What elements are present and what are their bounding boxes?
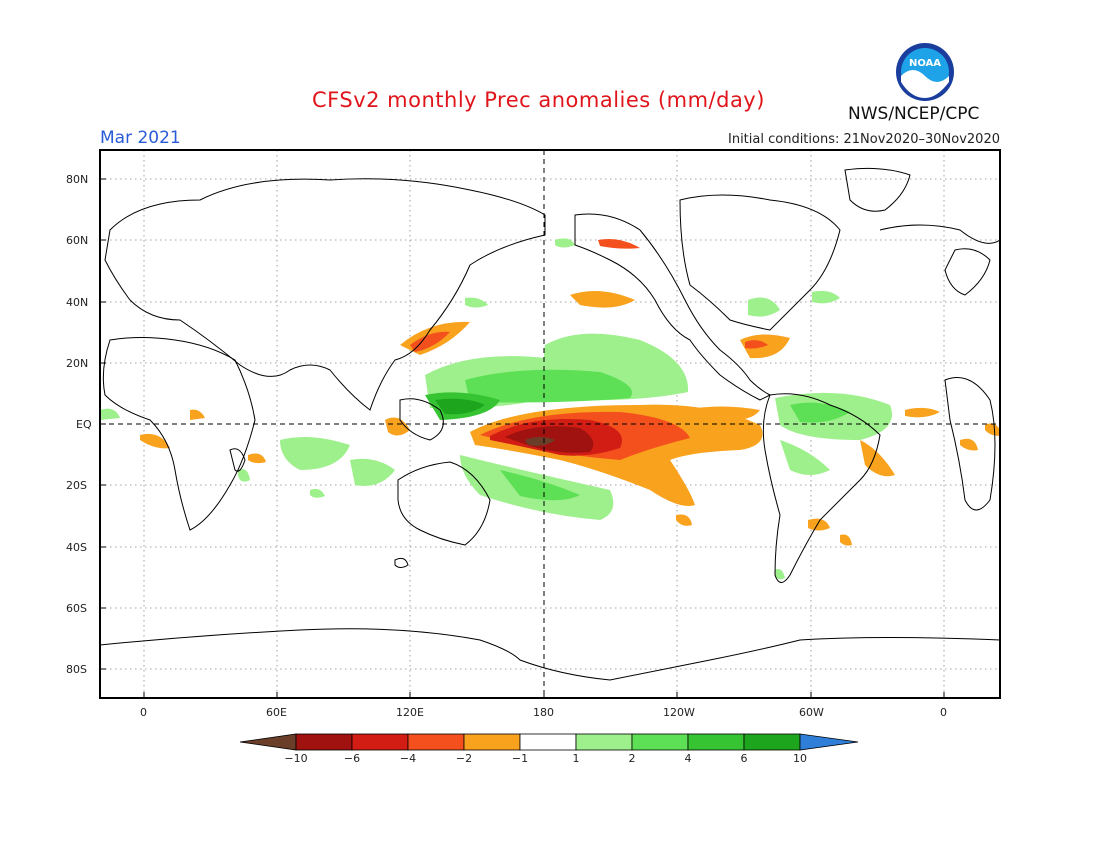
colorbar-label: −6 [343, 752, 361, 765]
lon-label: 0 [140, 706, 147, 719]
colorbar-arrow-high [799, 733, 859, 751]
axis-ticks [100, 178, 945, 698]
lat-label: 80N [66, 173, 89, 186]
colorbar-label: 4 [684, 752, 692, 765]
colorbar-label: 1 [572, 752, 580, 765]
lat-label: 60N [66, 234, 89, 247]
colorbar-label: −4 [399, 752, 417, 765]
lat-label: 80S [66, 663, 87, 676]
colorbar-swatch [743, 733, 801, 751]
lat-label: 20N [66, 357, 89, 370]
lon-label: 120W [663, 706, 695, 719]
lon-label: 60E [266, 706, 287, 719]
colorbar-label: −10 [284, 752, 308, 765]
coastlines [100, 167, 1000, 681]
svg-text:NOAA: NOAA [909, 58, 941, 69]
wet-anomaly-areas [100, 238, 892, 580]
lon-label: 0 [940, 706, 947, 719]
colorbar-swatch [575, 733, 633, 751]
lat-label: 40N [66, 296, 89, 309]
agency-label: NWS/NCEP/CPC [848, 104, 980, 124]
month-label: Mar 2021 [100, 128, 181, 148]
colorbar-label: 10 [793, 752, 807, 765]
colorbar-swatch [407, 733, 465, 751]
colorbar [239, 733, 859, 751]
colorbar-label: −2 [455, 752, 473, 765]
colorbar-swatch [519, 733, 577, 751]
lat-label: 20S [66, 479, 87, 492]
lat-label: 40S [66, 541, 87, 554]
colorbar-arrow-low [239, 733, 297, 751]
lon-label: 120E [396, 706, 424, 719]
colorbar-swatch [463, 733, 521, 751]
colorbar-label: −1 [511, 752, 529, 765]
noaa-logo-icon: NOAA [896, 43, 954, 101]
colorbar-swatch [687, 733, 745, 751]
colorbar-swatch [351, 733, 409, 751]
map-title: CFSv2 monthly Prec anomalies (mm/day) [312, 88, 765, 112]
colorbar-swatch [631, 733, 689, 751]
colorbar-swatch [295, 733, 353, 751]
colorbar-label: 2 [628, 752, 636, 765]
lon-label: 60W [799, 706, 824, 719]
initial-conditions-label: Initial conditions: 21Nov2020–30Nov2020 [728, 132, 1000, 147]
lat-label: 60S [66, 602, 87, 615]
colorbar-label: 6 [740, 752, 748, 765]
lat-label: EQ [76, 418, 92, 431]
lon-label: 180 [533, 706, 554, 719]
